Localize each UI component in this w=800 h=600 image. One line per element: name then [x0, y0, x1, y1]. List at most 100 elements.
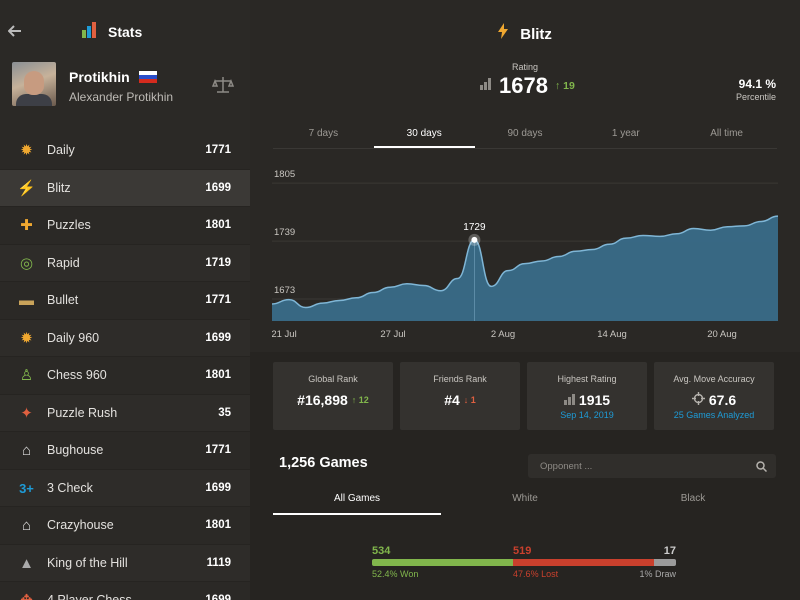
x-tick-label: 14 Aug — [597, 329, 627, 340]
games-tab-white[interactable]: White — [512, 493, 538, 504]
avatar[interactable] — [12, 62, 56, 106]
profile: Protikhin Alexander Protikhin — [0, 56, 250, 120]
sidebar-item-chess-960[interactable]: ♙ Chess 960 1801 — [0, 357, 250, 395]
games-tab-black[interactable]: Black — [680, 493, 706, 504]
x-tick-label: 2 Aug — [491, 329, 515, 340]
sidebar-item-label: Bullet — [47, 293, 79, 308]
rating: 1678 ↑ 19 — [480, 73, 575, 99]
sidebar-item-label: 3 Check — [47, 480, 93, 495]
stat-card-friends-rank[interactable]: Friends Rank #4 ↓ 1 — [400, 362, 520, 430]
stat-card-value: 1915 — [527, 392, 647, 408]
y-tick-label: 1739 — [274, 227, 295, 238]
stat-card-value-text: #16,898 — [297, 392, 348, 408]
puzzle-rush-icon: ✦ — [20, 404, 33, 422]
stats-title: Stats — [82, 22, 142, 41]
time-range-tabs: 7 days 30 days 90 days 1 year All time — [273, 122, 777, 149]
highlight-point[interactable] — [471, 236, 478, 243]
stat-card-change-value: 1 — [470, 395, 476, 405]
sidebar-item-puzzles[interactable]: ✚ Puzzles 1801 — [0, 207, 250, 245]
y-tick-label: 1805 — [274, 169, 295, 180]
draw-label: 1% Draw — [639, 569, 676, 579]
stat-card-label: Avg. Move Accuracy — [673, 374, 755, 384]
stat-card-value-text: #4 — [444, 392, 460, 408]
bullet-icon: ▬ — [19, 292, 34, 309]
sidebar: Stats Protikhin Alexander Protikhin ✹ Dai… — [0, 0, 250, 600]
username: Protikhin — [69, 69, 130, 85]
games-count: 1,256 Games — [279, 455, 368, 471]
stat-card-label: Global Rank — [308, 374, 358, 384]
rating-value: 1678 — [499, 73, 548, 98]
opponent-search[interactable] — [528, 454, 776, 478]
opponent-search-input[interactable] — [528, 454, 728, 478]
tab-1-year[interactable]: 1 year — [611, 128, 640, 139]
sidebar-item-daily-960[interactable]: ✹ Daily 960 1699 — [0, 319, 250, 357]
scale-icon[interactable] — [211, 74, 235, 96]
sidebar-item-rating: 1699 — [205, 594, 231, 600]
sidebar-item-3-check[interactable]: 3+ 3 Check 1699 — [0, 469, 250, 507]
rating-change: ↑ 19 — [554, 80, 575, 92]
stat-cards: Global Rank #16,898 ↑ 12 Friends Rank #4 ↓ 1 H… — [273, 362, 774, 430]
sidebar-item-rating: 1699 — [205, 481, 231, 494]
stat-card-highest-rating[interactable]: Highest Rating 1915 Sep 14, 2019 — [527, 362, 647, 430]
sidebar-item-rating: 1771 — [205, 294, 231, 307]
lightning-icon — [498, 23, 512, 43]
stat-card-change: ↓ 1 — [463, 395, 476, 405]
four-player-icon: ✥ — [17, 591, 36, 600]
stat-card-avg-move-accuracy[interactable]: Avg. Move Accuracy 67.6 25 Games Analyzed — [654, 362, 774, 430]
profile-username[interactable]: Protikhin — [69, 69, 157, 85]
sidebar-item-daily[interactable]: ✹ Daily 1771 — [0, 132, 250, 170]
bar-chart-icon — [563, 392, 575, 408]
sidebar-item-bughouse[interactable]: ⌂ Bughouse 1771 — [0, 432, 250, 470]
percentile-value: 94.1 % — [738, 77, 776, 91]
rating-change-value: 19 — [563, 80, 575, 92]
puzzle-icon: ✚ — [20, 217, 33, 234]
results-counts: 534 519 17 — [372, 545, 676, 559]
tab-7-days[interactable]: 7 days — [308, 128, 339, 139]
sidebar-item-rating: 1699 — [205, 181, 231, 194]
sidebar-item-rating: 1771 — [205, 144, 231, 157]
results-bar-track — [372, 559, 676, 566]
sidebar-item-label: Rapid — [47, 255, 80, 270]
sidebar-item-4-player-chess[interactable]: ✥ 4 Player Chess 1699 — [0, 582, 250, 600]
stat-card-value-text: 67.6 — [708, 392, 737, 408]
search-icon[interactable] — [756, 459, 768, 473]
stat-card-subtext: 25 Games Analyzed — [673, 410, 755, 420]
sidebar-item-bullet[interactable]: ▬ Bullet 1771 — [0, 282, 250, 320]
sidebar-item-blitz[interactable]: ⚡ Blitz 1699 — [0, 169, 250, 207]
tab-all-time[interactable]: All time — [710, 128, 743, 139]
sidebar-item-rating: 1719 — [205, 256, 231, 269]
sun-icon: ✹ — [20, 142, 33, 159]
sidebar-item-crazyhouse[interactable]: ⌂ Crazyhouse 1801 — [0, 507, 250, 545]
lost-label: 47.6% Lost — [513, 569, 559, 579]
sidebar-item-puzzle-rush[interactable]: ✦ Puzzle Rush 35 — [0, 394, 250, 432]
sidebar-item-rating: 35 — [218, 406, 231, 419]
draw-count: 17 — [663, 545, 676, 557]
sidebar-item-label: 4 Player Chess — [47, 593, 132, 600]
rating-area — [272, 216, 778, 321]
x-tick-label: 27 Jul — [380, 329, 405, 340]
sidebar-header: Stats — [0, 0, 250, 64]
chess-960-icon: ♙ — [19, 367, 34, 384]
page-title-text: Blitz — [520, 26, 552, 43]
sidebar-item-rapid[interactable]: ◎ Rapid 1719 — [0, 244, 250, 282]
games-tab-all-games[interactable]: All Games — [273, 490, 441, 515]
back-arrow-icon[interactable] — [7, 21, 24, 43]
three-check-icon: 3+ — [19, 480, 34, 496]
stat-card-label: Friends Rank — [433, 374, 487, 384]
russia-flag-icon — [138, 71, 157, 83]
stats-title-text: Stats — [108, 23, 143, 40]
profile-full-name: Alexander Protikhin — [69, 90, 174, 104]
crosshair-icon — [691, 392, 705, 408]
tab-90-days[interactable]: 90 days — [507, 128, 543, 139]
sidebar-item-king-of-the-hill[interactable]: ▲ King of the Hill 1119 — [0, 544, 250, 582]
main-panel: Blitz Rating 1678 ↑ 19 94.1 % Percentile… — [250, 0, 800, 600]
rating-chart[interactable]: 1805 1739 1673 1729 21 Jul 27 Jul 2 Aug 14 Aug 2… — [271, 150, 779, 342]
sidebar-item-rating: 1699 — [205, 331, 231, 344]
tab-30-days[interactable]: 30 days — [373, 122, 475, 148]
bughouse-icon: ⌂ — [21, 442, 32, 459]
stat-card-global-rank[interactable]: Global Rank #16,898 ↑ 12 — [273, 362, 393, 430]
page-title: Blitz — [250, 23, 800, 43]
percentile-label: Percentile — [735, 92, 776, 102]
sidebar-item-rating: 1801 — [205, 219, 231, 232]
